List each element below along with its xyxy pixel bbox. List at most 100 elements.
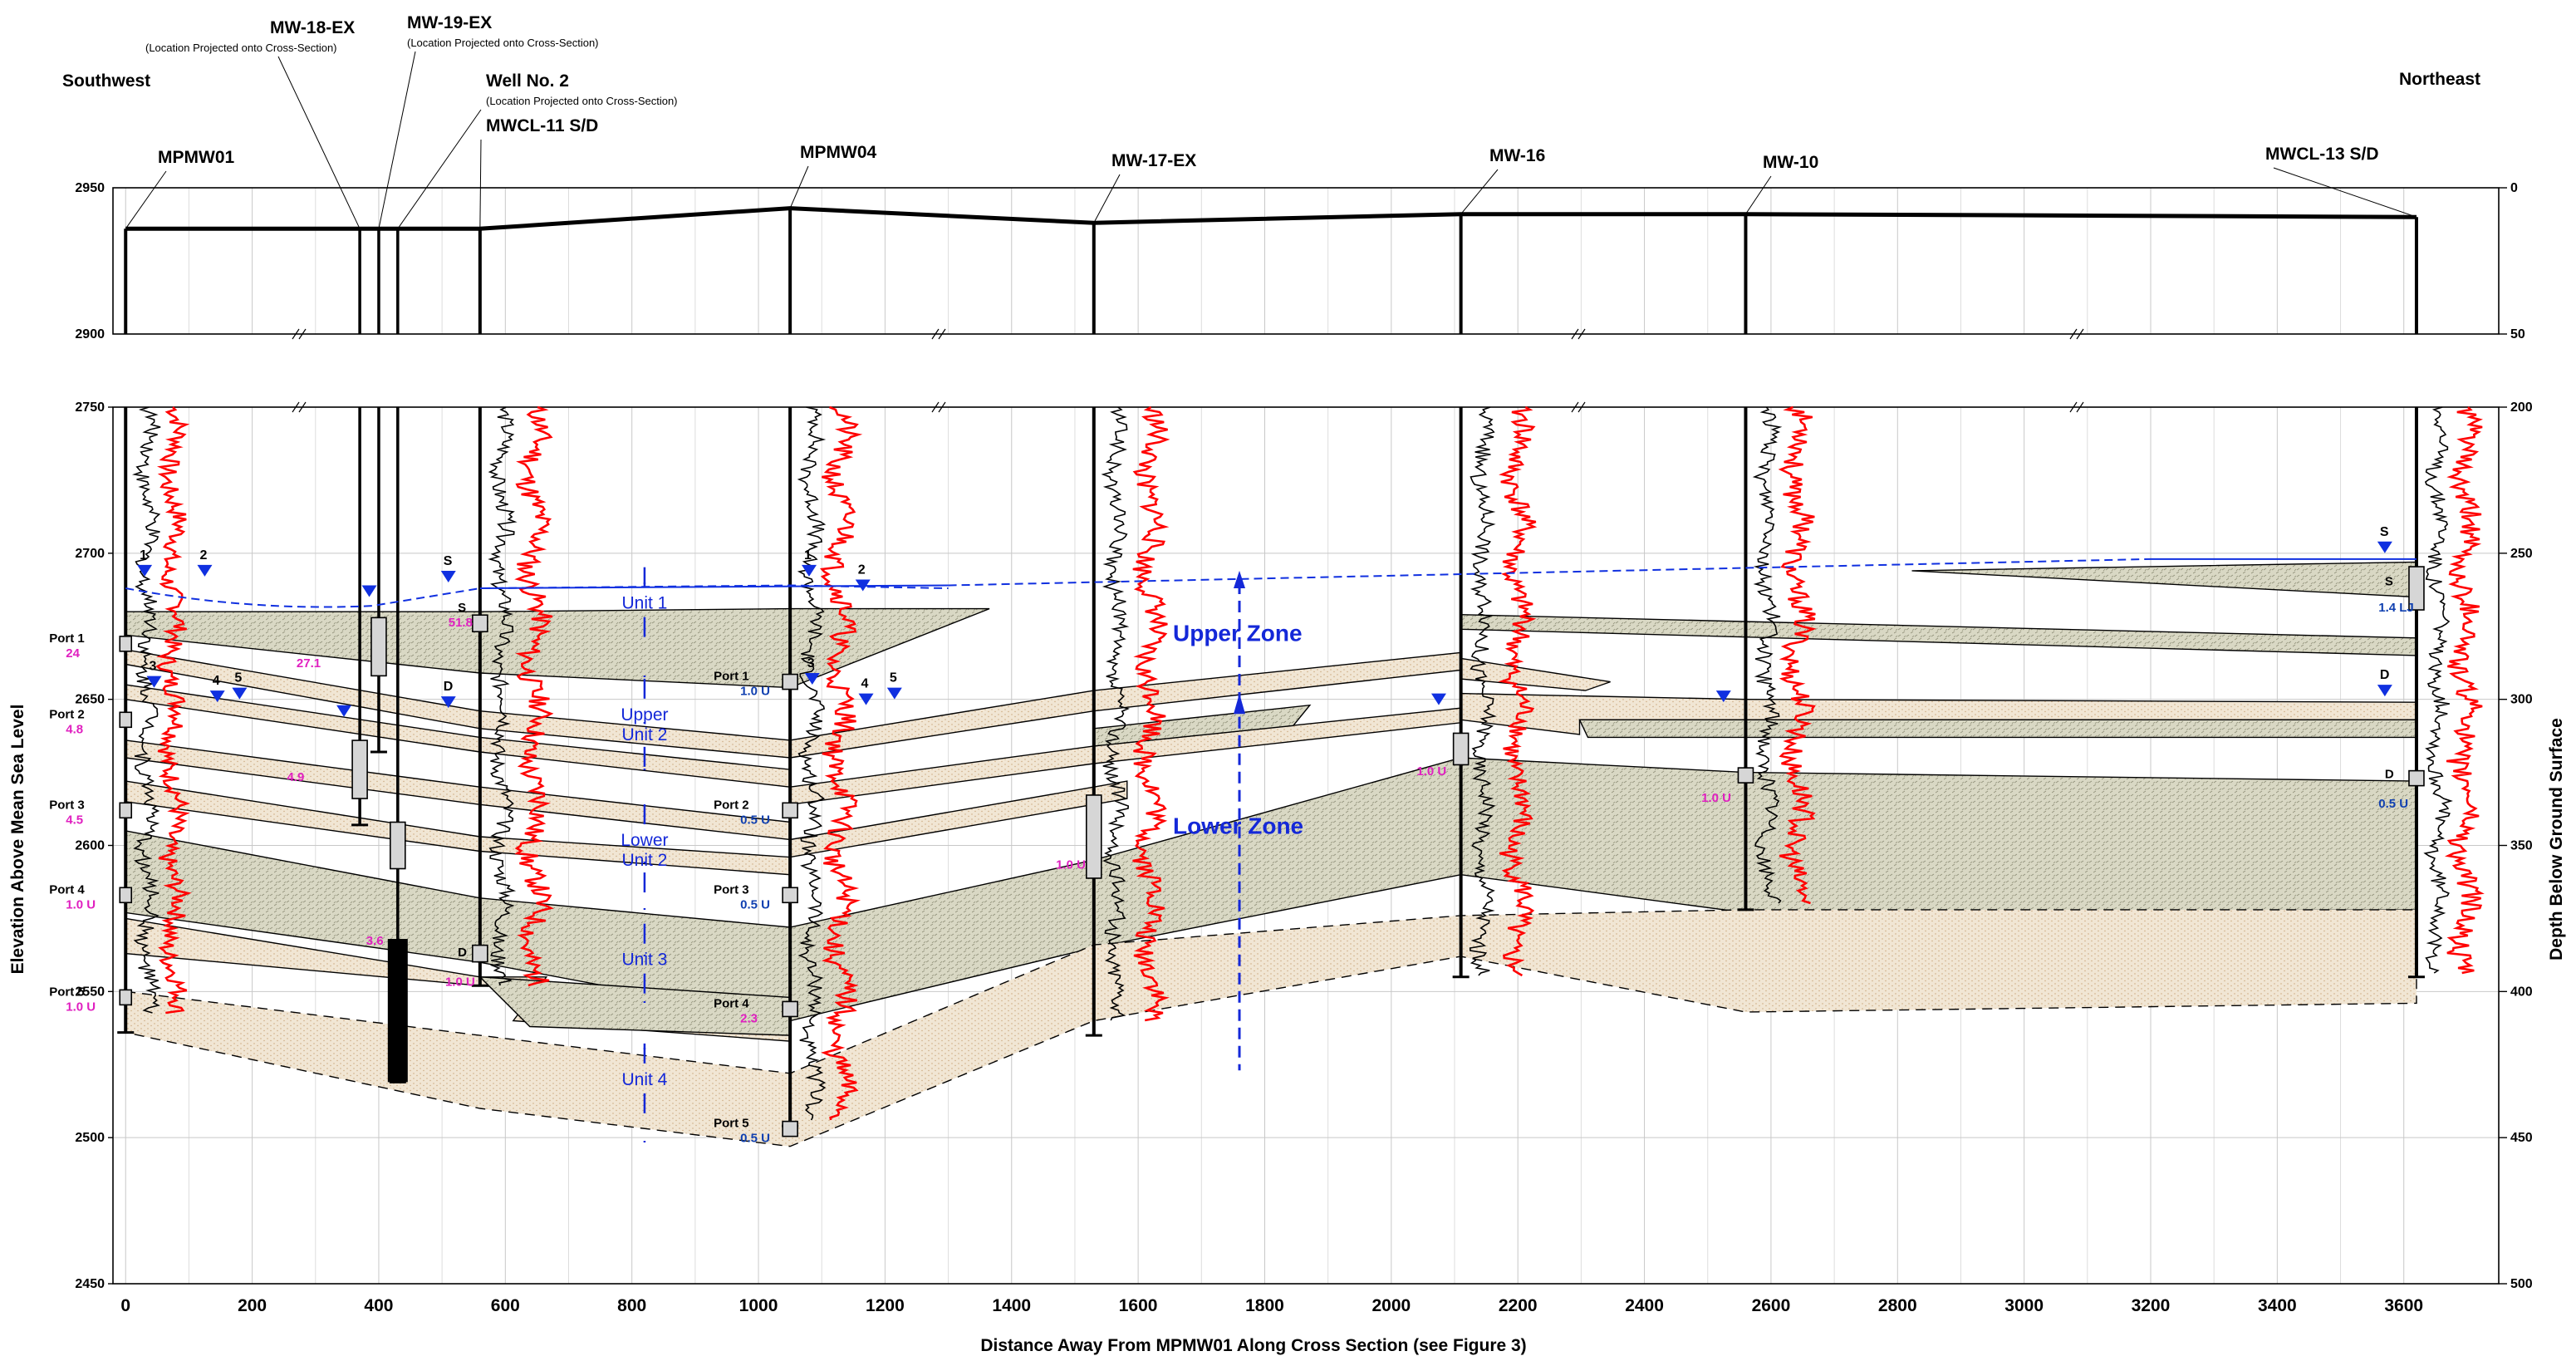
well-leader-line [1093, 174, 1121, 224]
water-level-marker-icon [232, 687, 248, 700]
well-screen [119, 636, 133, 652]
x-axis-title: Distance Away From MPMW01 Along Cross Se… [980, 1336, 1526, 1355]
unit-label: Unit 2 [621, 725, 667, 744]
water-level-label: D [2380, 668, 2390, 682]
water-level-label: 1 [140, 548, 147, 563]
x-tick-label: 0 [120, 1296, 130, 1315]
unit-label: Lower [621, 831, 668, 850]
lower-depth-tick-label: 400 [2510, 985, 2533, 999]
well-mw-10: MW-10 [1737, 153, 1818, 911]
x-tick-label: 2800 [1878, 1296, 1917, 1315]
resistivity-log [488, 406, 518, 986]
well-name-label: MWCL-13 S/D [2265, 145, 2379, 164]
screen-value-label: 1.0 U [1701, 791, 1731, 805]
screen-value-label: 4.9 [287, 770, 304, 784]
gamma-log [155, 406, 192, 1015]
water-level-marker-icon [197, 564, 213, 577]
axis-break-mark [292, 401, 307, 413]
water-level-marker-icon [855, 579, 871, 592]
unit-label: Unit 3 [621, 951, 667, 970]
unit-label: Unit 2 [621, 851, 667, 870]
well-mw-19-ex: MW-19-EX (Location Projected onto Cross-S… [370, 13, 599, 754]
axis-break-mark [2069, 401, 2084, 413]
lower-depth-tick-label: 300 [2510, 693, 2533, 707]
well-name-label: MWCL-11 S/D [486, 116, 598, 135]
port-value: 1.0 U [740, 685, 770, 699]
screen-value-label: 1.0 U [1416, 764, 1446, 779]
water-table-solid [479, 584, 949, 590]
lower-elev-tick-label: 2550 [75, 985, 105, 999]
water-level-label: 5 [234, 671, 242, 685]
axes: 0 200 400 600 800 1000 1200 1400 1600 1800 2000 220… [75, 181, 2532, 1315]
water-level-marker-icon [858, 693, 874, 705]
screen-value-label: 3.6 [366, 934, 384, 948]
lower-depth-tick-label: 250 [2510, 547, 2533, 561]
well-name-label: MW-16 [1489, 146, 1545, 165]
projected-note: (Location Projected onto Cross-Section) [407, 37, 599, 49]
sand-lens [125, 739, 791, 841]
well-mwcl-11-s-d: MWCL-11 S/D [471, 116, 598, 987]
x-tick-label: 1600 [1119, 1296, 1158, 1315]
water-level-label: S [2380, 525, 2389, 539]
water-level-marker-icon [804, 673, 820, 685]
well-leader-line [378, 51, 416, 229]
water-level-marker-icon [886, 687, 902, 700]
well-name-label: MW-19-EX [407, 13, 492, 32]
unit-4-sand [125, 909, 2417, 1147]
zone-label: Upper Zone [1173, 620, 1303, 646]
resistivity-log [1469, 406, 1497, 976]
well-screen [1085, 794, 1102, 879]
well-screen [472, 944, 488, 963]
water-level-marker-icon [440, 570, 456, 582]
axis-break-mark [1571, 401, 1586, 413]
lower-depth-tick-label: 200 [2510, 400, 2533, 415]
resistivity-log [797, 406, 827, 1121]
port-label: Port 4 [714, 996, 749, 1010]
water-level-label: S [444, 554, 453, 568]
water-level-marker-icon [336, 705, 352, 717]
well-name-label: Well No. 2 [486, 71, 569, 91]
resistivity-log [1101, 406, 1130, 1021]
port-label: Port 1 [714, 670, 749, 684]
screen-value-label: S [2385, 575, 2393, 589]
upper-panel-frame [112, 187, 2500, 335]
screen-value-label: D [2385, 768, 2394, 782]
well-screen [390, 821, 406, 870]
port-label: Port 5 [49, 985, 85, 999]
screen-value-label: 51.8 [449, 616, 473, 630]
port-label: Port 2 [714, 798, 749, 812]
x-tick-label: 2600 [1752, 1296, 1791, 1315]
well-leader-line [397, 109, 482, 229]
well-screen [119, 887, 133, 904]
stratigraphic-layers [125, 561, 2417, 1147]
unit-label: Upper [621, 705, 668, 725]
water-level-label: 4 [213, 674, 220, 688]
x-tick-label: 400 [364, 1296, 393, 1315]
well-screen [119, 989, 133, 1006]
port-value: 24 [66, 646, 80, 661]
water-level-label: 2 [858, 563, 866, 577]
water-level-marker-icon [1715, 690, 1731, 703]
lower-elev-tick-label: 2600 [75, 839, 105, 853]
well-screen [119, 802, 133, 819]
water-level-marker-icon [361, 585, 377, 597]
water-level-marker-icon [137, 564, 153, 577]
unit-1-clay-ne [1911, 561, 2417, 598]
southwest-label: Southwest [62, 71, 150, 91]
screen-value-label: 1.0 U [1056, 858, 1086, 872]
water-level-label: 3 [807, 656, 815, 671]
screen-value-label: 27.1 [297, 656, 321, 671]
ground-surface [125, 206, 2417, 231]
geophysical-logs [131, 405, 2485, 1121]
gamma-log [1778, 405, 1817, 905]
x-tick-label: 800 [617, 1296, 646, 1315]
well-mwcl-13-s-d: MWCL-13 S/D [2265, 145, 2425, 979]
gamma-log [1132, 405, 1170, 1022]
screen-value-label: D [458, 946, 467, 960]
port-value: 0.5 U [740, 813, 770, 827]
resistivity-log [2423, 406, 2453, 974]
x-tick-label: 1800 [1245, 1296, 1284, 1315]
lower-depth-tick-label: 350 [2510, 839, 2533, 853]
